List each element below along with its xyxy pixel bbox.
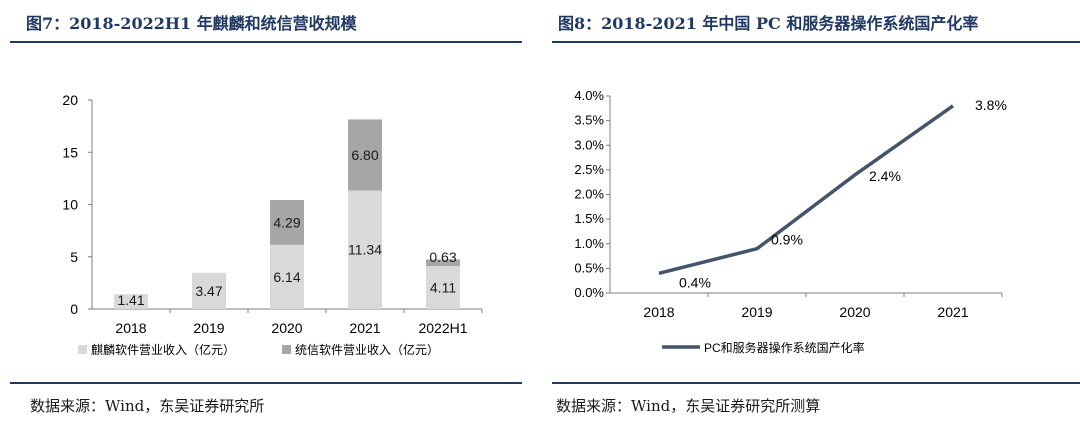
x-tick-label: 2021 <box>349 320 380 336</box>
kylin-revenue-bar <box>114 294 148 309</box>
revenue-stacked-bar-chart: 0 5 10 15 20 2018 1.41 2019 3.47 2020 6.14 4.29 2021… <box>62 92 483 357</box>
y-tick-label: 1.5% <box>574 211 604 226</box>
bar-data-label: 4.11 <box>430 280 456 296</box>
x-tick-label: 2022H1 <box>418 320 467 336</box>
bar-data-label: 6.80 <box>351 147 378 163</box>
localization-rate-line <box>658 104 955 275</box>
uos-revenue-bar <box>426 259 460 267</box>
bar-data-label: 0.63 <box>429 249 456 265</box>
x-tick-label: 2019 <box>741 304 772 320</box>
figure-8-title-rule <box>552 41 1080 43</box>
bar-data-label: 4.29 <box>273 214 300 230</box>
y-tick-label: 10 <box>62 197 78 213</box>
y-tick-label: 3.5% <box>574 113 604 128</box>
uos-revenue-bar <box>348 119 382 191</box>
figure-7-title-rule <box>10 41 522 43</box>
legend-label: PC和服务器操作系统国产化率 <box>704 340 865 355</box>
x-tick-label: 2020 <box>271 320 302 336</box>
legend-label: 麒麟软件营业收入（亿元） <box>91 342 235 357</box>
figure-8-panel: 图8：2018-2021 年中国 PC 和服务器操作系统国产化率 0.0% 0.5… <box>552 0 1080 429</box>
x-tick-label: 2018 <box>643 304 674 320</box>
figure-8-source-rule <box>552 382 1080 384</box>
y-tick-label: 4.0% <box>574 88 604 103</box>
y-tick-label: 1.0% <box>574 236 604 251</box>
y-tick-label: 2.5% <box>574 162 604 177</box>
uos-revenue-bar <box>270 200 304 245</box>
legend-swatch-kylin <box>78 345 87 354</box>
y-tick-label: 15 <box>62 144 78 160</box>
line-data-label: 0.9% <box>771 232 803 248</box>
figure-7-source: 数据来源：Wind，东吴证券研究所 <box>30 397 265 415</box>
line-data-label: 2.4% <box>869 168 901 184</box>
line-data-label: 0.4% <box>679 274 711 290</box>
kylin-revenue-bar <box>348 190 382 309</box>
legend-label: 统信软件营业收入（亿元） <box>295 342 439 357</box>
figure-8-source: 数据来源：Wind，东吴证券研究所测算 <box>556 397 821 415</box>
y-tick-label: 0 <box>70 301 78 317</box>
y-tick-label: 20 <box>62 92 78 108</box>
bar-data-label: 1.41 <box>117 292 144 308</box>
legend-swatch-uos <box>282 345 291 354</box>
kylin-revenue-bar <box>270 244 304 309</box>
y-tick-label: 0.5% <box>574 260 604 275</box>
line-data-label: 3.8% <box>975 97 1007 113</box>
y-tick-label: 3.0% <box>574 137 604 152</box>
x-tick-label: 2020 <box>839 304 870 320</box>
bar-data-label: 3.47 <box>195 283 222 299</box>
figure-7-panel: 图7：2018-2022H1 年麒麟和统信营收规模 0 5 10 15 20 2018 1.… <box>0 0 522 429</box>
y-tick-label: 0.0% <box>574 285 604 300</box>
y-tick-label: 2.0% <box>574 187 604 202</box>
figure-8-title: 图8：2018-2021 年中国 PC 和服务器操作系统国产化率 <box>558 14 979 33</box>
figure-7-source-rule <box>10 382 522 384</box>
kylin-revenue-bar <box>192 272 226 309</box>
x-tick-label: 2019 <box>193 320 224 336</box>
figure-7-title: 图7：2018-2022H1 年麒麟和统信营收规模 <box>26 14 357 33</box>
kylin-revenue-bar <box>426 266 460 309</box>
x-tick-label: 2018 <box>115 320 146 336</box>
localization-rate-line-chart: 0.0% 0.5% 1.0% 1.5% 2.0% 2.5% 3.0% 3.5% 4.0% 2018… <box>574 88 1007 355</box>
y-tick-label: 5 <box>70 249 78 265</box>
bar-data-label: 11.34 <box>348 242 382 258</box>
bar-data-label: 6.14 <box>273 269 300 285</box>
x-tick-label: 2021 <box>937 304 968 320</box>
